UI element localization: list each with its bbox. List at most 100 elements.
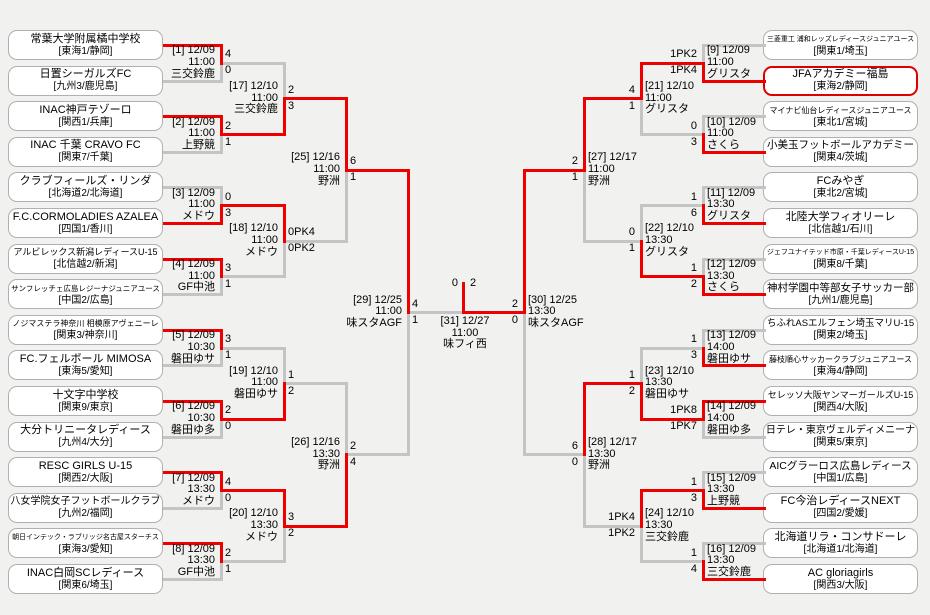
bracket-line [702,61,705,83]
bracket-line [702,44,766,47]
bracket-line [163,186,223,190]
match-label: [6] 12/09 10:30 磐田ゆ多 [171,400,215,436]
match-score-top: 1PK4 [608,511,635,524]
bracket-line [702,542,766,546]
team-card: F.C.CORMOLADIES AZALEA [四国1/香川] [8,208,163,238]
match-score-bottom: 0 [511,313,518,326]
team-card: ノジマステラ神奈川 相模原アヴェニーレ [関東3/神奈川] [8,314,163,345]
match-score-top: 1 [628,368,635,381]
bracket-line [220,417,286,421]
team-card: 朝日インテック・ラブリッジ名古屋スターチス [東海3/愛知] [8,528,163,559]
team-card: INAC白岡SCレディース [関東6/埼玉] [8,564,163,594]
team-region: [関西4/大阪] [813,401,868,413]
bracket-line [583,239,643,243]
final-score-left: 0 [451,277,458,289]
match-score-bottom: 6 [690,206,697,219]
team-card: INAC神戸テゾーロ [関西1/兵庫] [8,101,163,132]
bracket-line [163,471,223,475]
match-score-top: 4 [225,48,232,61]
bracket-line [702,257,766,261]
bracket-line [583,382,643,386]
team-region: [関東6/埼玉] [58,579,113,591]
bracket-line [583,97,643,101]
match-score-bottom: 2 [690,277,697,290]
match-score-bottom: 0 [225,64,232,77]
match-label: [27] 12/17 11:00 野洲 [588,151,637,187]
match-score-bottom: 1 [412,313,419,326]
team-region: [九州3/鹿児島] [53,81,118,93]
bracket-line [220,186,223,208]
team-card: サンフレッチェ広島レジーナジュニアユース [中国2/広島] [8,279,163,310]
bracket-line [640,133,705,136]
match-label: [31] 12/27 11:00 味フィ西 [440,315,490,351]
team-region: [関東3/神奈川] [53,330,118,342]
team-name: F.C.CORMOLADIES AZALEA [12,210,159,223]
bracket-line [283,489,286,528]
match-score-top: 4 [628,83,635,96]
team-region: [関東7/千葉] [58,152,113,164]
team-region: [関西3/大阪] [813,579,868,591]
match-label: [30] 12/25 13:30 味スタAGF [528,293,584,329]
match-score-bottom: 4 [690,562,697,575]
team-region: [北海道1/北海道] [803,543,878,555]
bracket-line [702,417,705,439]
match-label: [25] 12/16 11:00 野洲 [291,151,340,187]
match-label: [1] 12/09 11:00 三交鈴鹿 [171,44,215,80]
team-card: 日置シーガルズFC [九州3/鹿児島] [8,65,163,96]
team-card: ちふれASエルフェン埼玉マリU-15 [関東2/埼玉] [763,314,918,345]
team-card: RESC GIRLS U-15 [関西2/大阪] [8,457,163,488]
bracket-line [702,186,705,208]
match-label: [12] 12/09 13:30 さくら [707,257,756,294]
bracket-line [702,275,705,297]
team-name: FC今治レディースNEXT [780,495,901,508]
bracket-line [640,61,643,101]
bracket-line [163,435,223,439]
bracket-line [283,524,286,564]
bracket-line [702,435,766,439]
match-score-bottom: 0 [225,491,232,504]
bracket-line [702,293,766,297]
team-name: 神村学園中等部女子サッカー部 [767,281,914,294]
match-score-top: 2 [225,404,232,417]
bracket-line [283,97,286,136]
bracket-line [407,311,465,314]
bracket-line [220,489,286,492]
team-card-champion: JFAアカデミー福島 [東海2/静岡] [763,65,918,96]
team-region: [関東9/東京] [58,401,113,413]
bracket-line [345,168,348,243]
team-name: FC.フェルボール MIMOSA [19,352,152,365]
team-name: 北海道リラ・コンサドーレ [774,530,907,543]
bracket-line [640,61,705,65]
bracket-line [702,186,766,190]
bracket-line [163,257,223,261]
team-card: AC gloriagirls [関西3/大阪] [763,564,918,594]
team-name: ノジマステラ神奈川 相模原アヴェニーレ [12,319,159,329]
team-name: AICグラーロス広島レディース [769,459,912,472]
team-card: 小美玉フットボールアカデミー [関東4/茨城] [763,136,918,167]
team-region: [東海2/静岡] [813,81,868,93]
team-card: 日テレ・東京ヴェルディメニーナ [関東5/東京] [763,421,918,452]
bracket-line [462,282,465,314]
match-score-bottom: 1 [225,135,232,148]
match-label: [2] 12/09 11:00 上野競 [172,115,215,151]
team-region: [東北2/宮城] [813,187,868,199]
bracket-line [220,275,286,279]
bracket-line [283,204,286,243]
team-card: FC.フェルボール MIMOSA [東海5/愛知] [8,350,163,381]
match-score-top: 3 [225,333,232,346]
bracket-line [702,222,766,225]
bracket-line [283,61,286,101]
bracket-line [702,257,705,279]
match-score-bottom: 3 [690,135,697,148]
final-score-right: 2 [470,277,477,289]
bracket-line [345,97,348,172]
team-name: 日テレ・東京ヴェルディメニーナ [765,425,916,437]
match-score-top: 1 [690,190,697,203]
team-region: [関西1/兵庫] [58,116,113,128]
team-region: [九州2/福岡] [58,508,113,520]
bracket-line [283,382,286,421]
match-score-bottom: 1 [225,277,232,290]
team-name: 三菱重工 浦和レッズレディースジュニアユース [766,35,915,43]
team-card: 北陸大学フィオリーレ [北信越1/石川] [763,208,918,238]
match-score-bottom: 2 [288,384,295,397]
